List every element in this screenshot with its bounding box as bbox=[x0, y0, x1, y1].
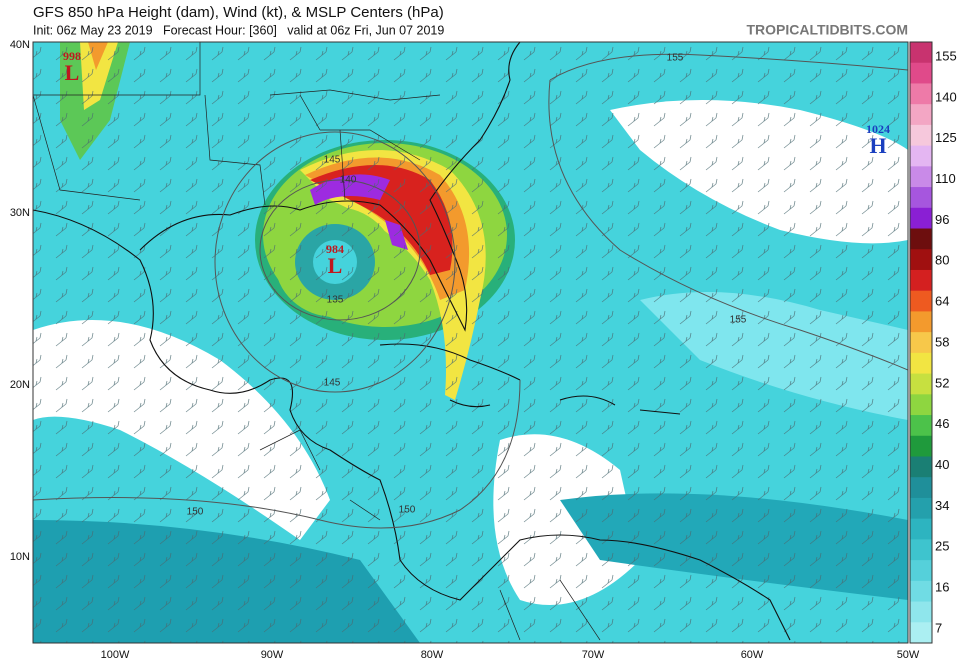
lon-label: 80W bbox=[421, 649, 444, 661]
colorbar-label: 110 bbox=[935, 171, 956, 186]
lat-label: 40N bbox=[10, 39, 30, 51]
center-symbol: L bbox=[65, 60, 80, 85]
colorbar-label: 80 bbox=[935, 253, 949, 268]
colorbar-swatch bbox=[910, 124, 932, 147]
lon-label: 100W bbox=[101, 649, 130, 661]
colorbar-label: 40 bbox=[935, 457, 949, 472]
coastlines bbox=[33, 42, 791, 641]
colorbar-swatch bbox=[910, 207, 932, 230]
credit: TROPICALTIDBITS.COM bbox=[746, 22, 908, 38]
colorbar-swatch bbox=[910, 373, 932, 395]
contour-label: 150 bbox=[399, 505, 416, 516]
colorbar-swatch bbox=[910, 332, 932, 354]
colorbar-swatch bbox=[910, 497, 932, 520]
colorbar-swatch bbox=[910, 394, 932, 416]
lon-label: 50W bbox=[897, 649, 920, 661]
colorbar-label: 7 bbox=[935, 620, 942, 635]
map-area bbox=[33, 42, 908, 643]
colorbar: 155 140 125 110 96 80 64 58 52 46 40 34 25 16 7 bbox=[909, 41, 957, 644]
colorbar-swatch bbox=[910, 269, 932, 292]
colorbar-swatch bbox=[910, 518, 932, 540]
colorbar-swatch bbox=[910, 580, 932, 603]
lat-label: 30N bbox=[10, 207, 30, 219]
borders bbox=[33, 42, 601, 641]
colorbar-label: 25 bbox=[935, 539, 949, 554]
colorbar-swatch bbox=[910, 352, 932, 375]
lon-label: 70W bbox=[582, 649, 605, 661]
colorbar-swatch bbox=[910, 560, 932, 582]
colorbar-label: 52 bbox=[935, 375, 949, 390]
lat-label: 20N bbox=[10, 379, 30, 391]
colorbar-label: 16 bbox=[935, 580, 949, 595]
colorbar-swatch bbox=[910, 622, 932, 644]
wind-barbs bbox=[33, 42, 908, 643]
colorbar-label: 140 bbox=[935, 89, 957, 104]
map-frame bbox=[32, 41, 909, 644]
colorbar-swatch bbox=[910, 83, 932, 105]
colorbar-label: 58 bbox=[935, 334, 949, 349]
colorbar-swatch bbox=[910, 435, 932, 457]
contour-label: 155 bbox=[730, 315, 747, 326]
colorbar-label: 64 bbox=[935, 294, 949, 309]
colorbar-label: 96 bbox=[935, 212, 949, 227]
colorbar-swatch bbox=[910, 456, 932, 478]
center-symbol: H bbox=[869, 133, 886, 158]
colorbar-swatch bbox=[910, 477, 932, 499]
contour-label: 145 bbox=[324, 378, 341, 389]
colorbar-label: 34 bbox=[935, 498, 949, 513]
colorbar-swatch bbox=[910, 601, 932, 623]
colorbar-swatch bbox=[910, 415, 932, 437]
colorbar-swatch bbox=[910, 166, 932, 188]
contour-label: 135 bbox=[327, 295, 344, 306]
subtitle: Init: 06z May 23 2019 Forecast Hour: [36… bbox=[33, 23, 444, 37]
center-pressure: 998 bbox=[63, 49, 81, 63]
colorbar-swatch bbox=[910, 249, 932, 271]
contour-label: 150 bbox=[187, 507, 204, 518]
colorbar-swatch bbox=[910, 311, 932, 333]
colorbar-label: 155 bbox=[935, 48, 957, 63]
colorbar-swatch bbox=[910, 62, 932, 84]
lon-label: 60W bbox=[741, 649, 764, 661]
colorbar-swatch bbox=[910, 228, 932, 250]
colorbar-swatch bbox=[910, 187, 932, 209]
center-pressure: 1024 bbox=[866, 122, 890, 136]
title: GFS 850 hPa Height (dam), Wind (kt), & M… bbox=[33, 4, 444, 21]
colorbar-swatch bbox=[910, 104, 932, 126]
center-pressure: 984 bbox=[326, 242, 344, 256]
center-symbol: L bbox=[328, 253, 343, 278]
colorbar-frame bbox=[909, 41, 933, 644]
colorbar-swatch bbox=[910, 145, 932, 167]
height-contours bbox=[33, 53, 908, 529]
lon-label: 90W bbox=[261, 649, 284, 661]
contour-label: 155 bbox=[667, 53, 684, 64]
colorbar-swatch bbox=[910, 539, 932, 561]
contour-label: 140 bbox=[340, 175, 357, 186]
colorbar-label: 125 bbox=[935, 130, 957, 145]
colorbar-swatch bbox=[910, 290, 932, 312]
colorbar-label: 46 bbox=[935, 416, 949, 431]
contour-label: 145 bbox=[324, 155, 341, 166]
colorbar-swatch bbox=[910, 42, 932, 64]
lat-label: 10N bbox=[10, 551, 30, 563]
